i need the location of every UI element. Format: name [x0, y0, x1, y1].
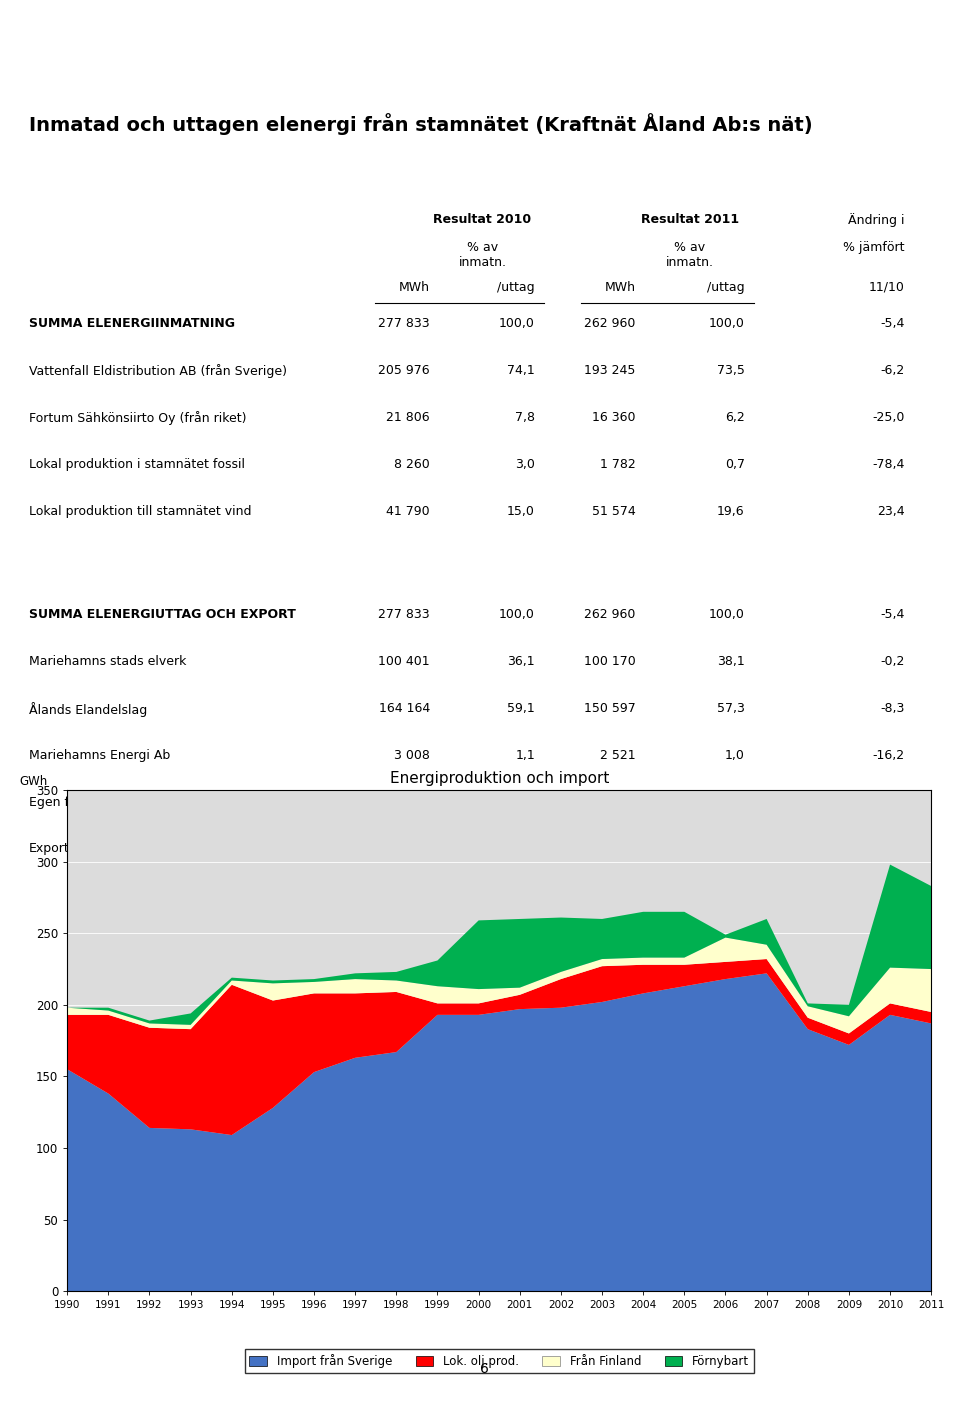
Text: MWh: MWh — [604, 281, 636, 293]
Text: 59,1: 59,1 — [507, 701, 535, 715]
Text: -9,5: -9,5 — [880, 842, 904, 855]
Text: % jämfört: % jämfört — [843, 241, 904, 254]
Text: Fortum Sähkönsiirto Oy (från riket): Fortum Sähkönsiirto Oy (från riket) — [29, 411, 247, 425]
Text: 1 782: 1 782 — [600, 459, 636, 471]
Text: Mariehamns stads elverk: Mariehamns stads elverk — [29, 655, 186, 667]
Text: 8 260: 8 260 — [395, 459, 430, 471]
Text: -16,2: -16,2 — [873, 749, 904, 762]
Text: /uttag: /uttag — [708, 281, 745, 293]
Text: Vattenfall Eldistribution AB (från Sverige): Vattenfall Eldistribution AB (från Sveri… — [29, 364, 287, 378]
Text: 3,0: 3,0 — [516, 459, 535, 471]
Text: 51 574: 51 574 — [591, 505, 636, 518]
Text: /uttag: /uttag — [497, 281, 535, 293]
Legend: Import från Sverige, Lok. olj.prod., Från Finland, Förnybart: Import från Sverige, Lok. olj.prod., Frå… — [245, 1349, 754, 1373]
Text: Ändring i: Ändring i — [848, 213, 904, 227]
Text: SUMMA ELENERGIUTTAG OCH EXPORT: SUMMA ELENERGIUTTAG OCH EXPORT — [29, 608, 296, 621]
Text: 6: 6 — [480, 1362, 490, 1376]
Text: 262 960: 262 960 — [584, 317, 636, 330]
Text: 277 833: 277 833 — [378, 608, 430, 621]
Text: 23,4: 23,4 — [876, 505, 904, 518]
Text: 11/10: 11/10 — [869, 281, 904, 293]
Text: -8,3: -8,3 — [880, 701, 904, 715]
Text: 7,8: 7,8 — [515, 411, 535, 425]
Text: -78,4: -78,4 — [872, 459, 904, 471]
Text: 100 401: 100 401 — [378, 655, 430, 667]
Text: 0,7: 0,7 — [725, 459, 745, 471]
Text: MWh: MWh — [399, 281, 430, 293]
Text: -0,2: -0,2 — [880, 655, 904, 667]
Text: Lokal produktion till stamnätet vind: Lokal produktion till stamnätet vind — [29, 505, 252, 518]
Text: 1,1: 1,1 — [516, 749, 535, 762]
Text: 27: 27 — [414, 842, 430, 855]
Text: 36,1: 36,1 — [507, 655, 535, 667]
Text: GWh: GWh — [20, 775, 48, 787]
Text: 0: 0 — [736, 842, 745, 855]
Text: 2 521: 2 521 — [600, 749, 636, 762]
Text: Lokal produktion i stamnätet fossil: Lokal produktion i stamnätet fossil — [29, 459, 245, 471]
Text: 15,0: 15,0 — [507, 505, 535, 518]
Title: Energiproduktion och import: Energiproduktion och import — [390, 772, 609, 786]
Text: 100,0: 100,0 — [499, 317, 535, 330]
Text: 3,7: 3,7 — [725, 796, 745, 809]
Text: % av
inmatn.: % av inmatn. — [459, 241, 507, 270]
Text: -6,2: -6,2 — [880, 364, 904, 377]
Text: Ålands Elandelslag: Ålands Elandelslag — [29, 701, 147, 717]
Text: 100,0: 100,0 — [708, 317, 745, 330]
Text: -25,0: -25,0 — [872, 411, 904, 425]
Text: 150 597: 150 597 — [584, 701, 636, 715]
Text: SUMMA ELENERGIINMATNING: SUMMA ELENERGIINMATNING — [29, 317, 235, 330]
Text: 193 245: 193 245 — [584, 364, 636, 377]
Text: 10 234: 10 234 — [387, 796, 430, 809]
Text: 57,3: 57,3 — [717, 701, 745, 715]
Text: 9 647: 9 647 — [600, 796, 636, 809]
Text: -5,7: -5,7 — [879, 796, 904, 809]
Text: -5,4: -5,4 — [880, 317, 904, 330]
Text: 74,1: 74,1 — [507, 364, 535, 377]
Text: 19,6: 19,6 — [717, 505, 745, 518]
Text: 164 164: 164 164 — [379, 701, 430, 715]
Text: Resultat 2010: Resultat 2010 — [434, 213, 532, 226]
Text: 41 790: 41 790 — [387, 505, 430, 518]
Text: 24: 24 — [619, 842, 636, 855]
Text: -5,4: -5,4 — [880, 608, 904, 621]
Text: % av
inmatn.: % av inmatn. — [666, 241, 714, 270]
Text: Inmatad och uttagen elenergi från stamnätet (Kraftnät Åland Ab:s nät): Inmatad och uttagen elenergi från stamnä… — [29, 113, 812, 135]
Text: Resultat 2011: Resultat 2011 — [641, 213, 739, 226]
Text: 262 960: 262 960 — [584, 608, 636, 621]
Text: Egen förbrukning, nätförluster o mätfel: Egen förbrukning, nätförluster o mätfel — [29, 796, 275, 809]
Text: Mariehamns Energi Ab: Mariehamns Energi Ab — [29, 749, 170, 762]
Text: 3,7: 3,7 — [516, 796, 535, 809]
Text: Export: Export — [29, 842, 69, 855]
Text: 100,0: 100,0 — [708, 608, 745, 621]
Text: 100 170: 100 170 — [584, 655, 636, 667]
Text: 16 360: 16 360 — [591, 411, 636, 425]
Text: 38,1: 38,1 — [717, 655, 745, 667]
Text: 277 833: 277 833 — [378, 317, 430, 330]
Text: 3 008: 3 008 — [395, 749, 430, 762]
Text: 205 976: 205 976 — [378, 364, 430, 377]
Text: 1,0: 1,0 — [725, 749, 745, 762]
Text: 0: 0 — [527, 842, 535, 855]
Text: 73,5: 73,5 — [717, 364, 745, 377]
Text: 100,0: 100,0 — [499, 608, 535, 621]
Text: 6,2: 6,2 — [725, 411, 745, 425]
Text: 21 806: 21 806 — [387, 411, 430, 425]
